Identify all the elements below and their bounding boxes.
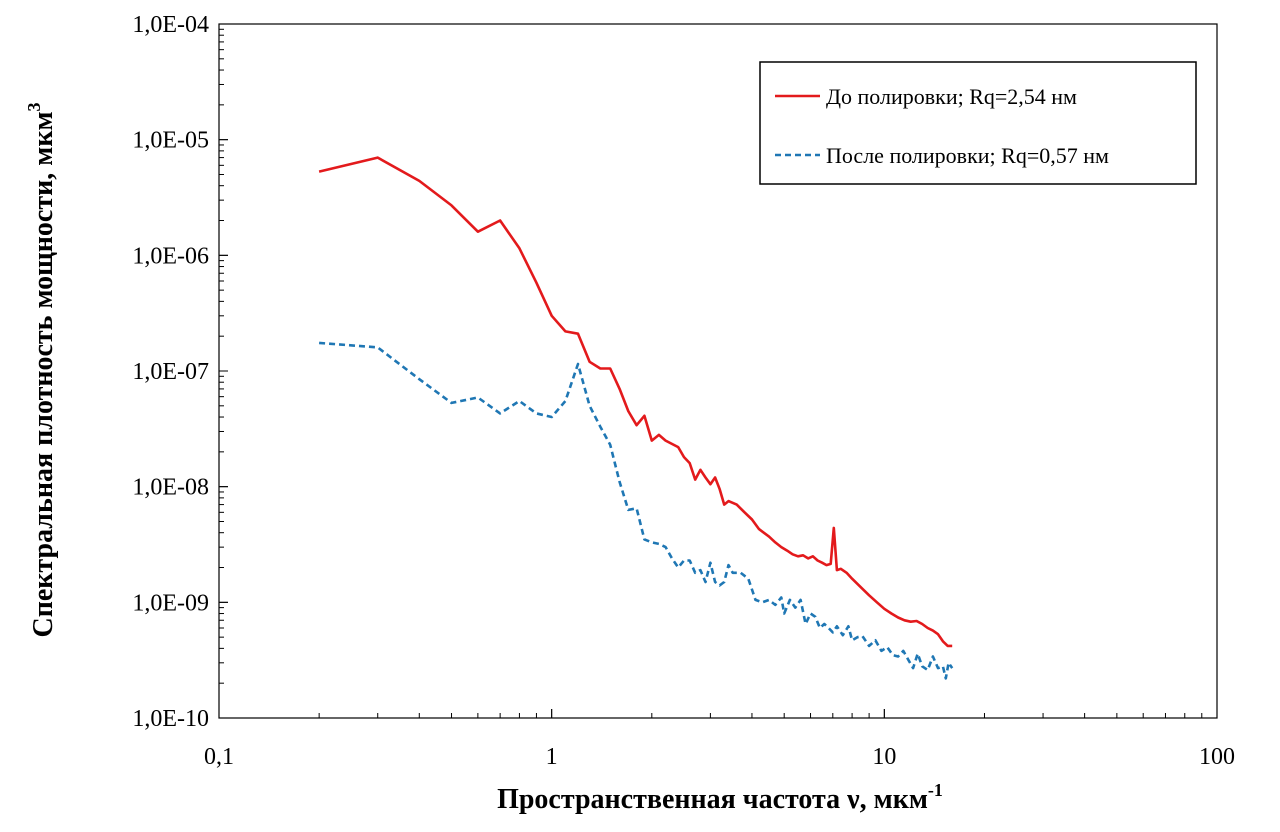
x-tick-label: 0,1	[204, 744, 234, 770]
y-tick-label: 1,0E-04	[132, 12, 209, 38]
legend-label-series-2: После полировки; Rq=0,57 нм	[826, 143, 1109, 168]
y-tick-label: 1,0E-05	[132, 128, 209, 154]
legend-box	[759, 61, 1197, 185]
y-tick-label: 1,0E-06	[132, 243, 209, 269]
series-layer	[318, 156, 954, 680]
y-tick-label: 1,0E-08	[132, 475, 209, 501]
x-axis-title: Пространственная частота ν, мкм-1	[497, 780, 943, 815]
x-tick-label: 1	[546, 744, 558, 770]
series-line-2	[319, 341, 954, 680]
x-axis: 0,1 1 10 100	[204, 709, 1235, 770]
x-tick-label: 10	[872, 744, 896, 770]
legend-label-series-1: До полировки; Rq=2,54 нм	[826, 84, 1077, 109]
y-axis: 1,0E-04 1,0E-05 1,0E-06 1,0E-07 1,0E-08 1,0E-…	[132, 12, 228, 732]
y-tick-label: 1,0E-10	[132, 706, 209, 732]
y-tick-label: 1,0E-09	[132, 590, 209, 616]
series-line-1	[318, 156, 953, 648]
legend: До полировки; Rq=2,54 нм После полировки…	[759, 61, 1197, 185]
y-tick-label: 1,0E-07	[132, 359, 209, 385]
y-axis-title: Спектральная плотность мощности, мкм3	[24, 102, 59, 637]
x-tick-label: 100	[1199, 744, 1235, 770]
